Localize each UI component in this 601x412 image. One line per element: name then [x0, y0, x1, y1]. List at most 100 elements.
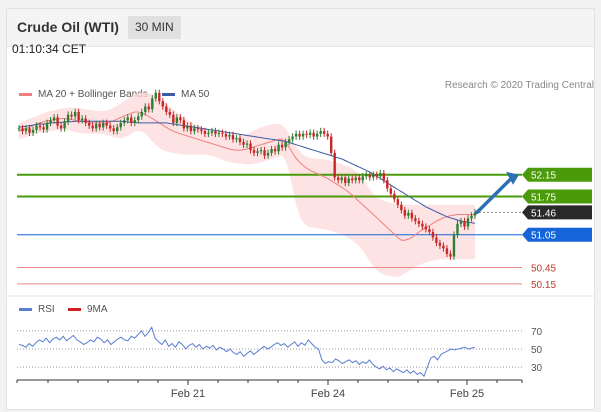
- candle-body: [94, 124, 98, 129]
- legend-ma20-bb: MA 20 + Bollinger Bands: [19, 89, 148, 100]
- forecast-arrow-head: [506, 171, 519, 185]
- candle: [158, 89, 161, 105]
- candle: [137, 113, 140, 124]
- candle: [228, 131, 231, 140]
- instrument-title: Crude Oil (WTI): [17, 19, 119, 35]
- candle-body: [66, 114, 70, 122]
- candle-body: [207, 132, 210, 134]
- candle-body: [21, 128, 24, 132]
- candle: [389, 185, 393, 198]
- candle: [298, 130, 301, 140]
- x-tick-label: Feb 21: [171, 388, 205, 400]
- level-label-52.15: 52.15: [522, 167, 592, 182]
- legend-ma50: MA 50: [162, 89, 209, 100]
- legend-9ma: 9MA: [68, 304, 108, 315]
- ma50-swatch: [162, 93, 175, 96]
- candle: [308, 129, 312, 139]
- level-label-50.15: 50.15: [531, 280, 556, 291]
- x-tick-label: Feb 24: [311, 388, 345, 400]
- candle: [119, 119, 122, 131]
- timeframe-badge[interactable]: 30 MIN: [128, 16, 181, 39]
- candle-body: [347, 178, 350, 183]
- timestamp: 01:10:34 CET: [12, 42, 87, 56]
- candle-body: [231, 134, 235, 140]
- candle: [17, 125, 21, 132]
- candle-body: [59, 125, 63, 129]
- candle: [49, 116, 52, 127]
- candle-body: [372, 174, 375, 178]
- rsi-tick-70: 70: [531, 327, 543, 338]
- candle: [329, 133, 333, 157]
- ma20-line: [18, 111, 475, 241]
- candle-body: [287, 139, 291, 142]
- candle-body: [242, 142, 245, 145]
- candle-body: [466, 218, 470, 227]
- candle: [312, 129, 315, 140]
- candle: [277, 141, 280, 155]
- candle: [70, 111, 73, 120]
- candle-body: [259, 150, 263, 152]
- candle-body: [305, 133, 308, 135]
- candle: [161, 97, 165, 110]
- candle-body: [270, 149, 273, 153]
- candle: [101, 119, 105, 131]
- candle-body: [123, 120, 126, 123]
- legend-rsi: RSI: [19, 304, 55, 315]
- candle: [28, 125, 31, 136]
- candle: [435, 234, 438, 247]
- candle: [463, 217, 466, 230]
- candle-body: [435, 237, 438, 243]
- candle: [280, 141, 284, 151]
- candle-body: [137, 116, 140, 121]
- candle: [147, 103, 150, 113]
- candle: [347, 175, 350, 187]
- candle: [382, 169, 385, 184]
- candle-body: [203, 131, 207, 134]
- candle-body: [452, 234, 456, 257]
- candle: [45, 119, 49, 133]
- candle: [165, 103, 168, 116]
- candle-body: [407, 212, 410, 216]
- candle-body: [424, 226, 428, 230]
- candle: [38, 122, 42, 131]
- candle-body: [70, 114, 73, 117]
- candle: [407, 209, 410, 219]
- candle-body: [91, 125, 94, 129]
- candle-body: [126, 117, 129, 121]
- moving-average-layer: [18, 111, 476, 241]
- candle-body: [45, 122, 49, 130]
- candle: [238, 134, 242, 146]
- rsi-layer: 70 50 30: [17, 326, 543, 378]
- bollinger-band-area: [19, 92, 475, 277]
- level-label-text: 52.15: [531, 171, 556, 182]
- candle: [133, 116, 136, 127]
- ma9-swatch: [68, 308, 81, 311]
- candle-body: [182, 120, 186, 129]
- candle: [80, 115, 84, 124]
- candle: [410, 209, 414, 222]
- candle: [116, 124, 119, 135]
- level-label-51.75: 51.75: [522, 189, 592, 204]
- candle-body: [172, 114, 175, 123]
- candle: [196, 125, 200, 133]
- candle-body: [308, 132, 312, 135]
- candle-body: [315, 133, 319, 137]
- candle: [168, 108, 172, 118]
- candle-body: [379, 173, 382, 177]
- candle: [294, 130, 298, 140]
- candle-body: [210, 131, 214, 133]
- candle: [52, 114, 56, 124]
- candles-layer: [17, 89, 477, 260]
- candle-body: [431, 232, 435, 238]
- candle-body: [196, 128, 200, 130]
- candle: [438, 239, 442, 249]
- candle: [291, 133, 294, 143]
- candle: [266, 149, 270, 159]
- candle: [172, 111, 175, 127]
- candle-body: [256, 151, 259, 153]
- candle: [66, 111, 70, 126]
- candle: [98, 120, 101, 131]
- candle: [428, 226, 431, 236]
- candle-body: [28, 128, 31, 133]
- candle-body: [235, 138, 238, 140]
